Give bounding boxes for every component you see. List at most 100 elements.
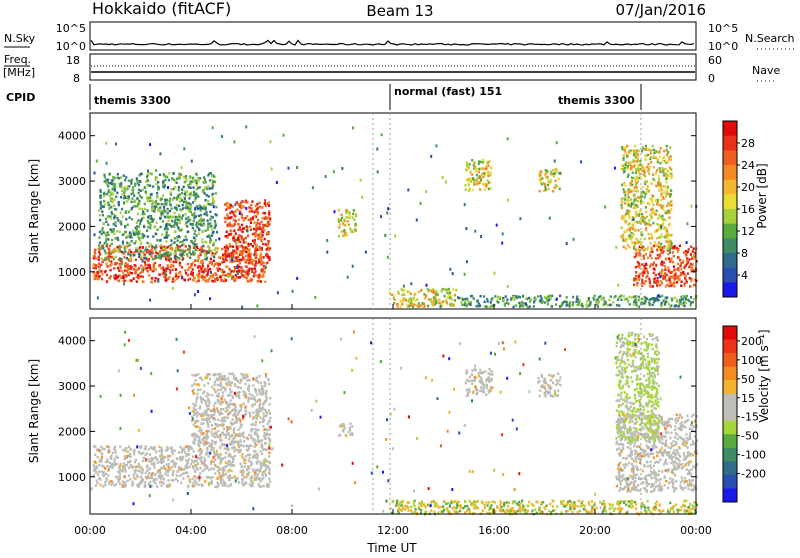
power-cell [594, 295, 596, 298]
power-cell [107, 224, 109, 227]
power-cell [101, 257, 103, 260]
velocity-cell [261, 453, 263, 456]
power-cell [680, 285, 682, 288]
power-cell [346, 216, 348, 219]
velocity-cell [128, 474, 130, 477]
cpid-segment-3: themis 3300 [558, 94, 635, 107]
power-cell [99, 242, 101, 245]
velocity-cell [245, 459, 247, 462]
power-cell [650, 233, 652, 236]
velocity-cell [259, 407, 261, 410]
power-cell [256, 253, 258, 256]
power-cell [553, 175, 555, 178]
power-cell [565, 300, 567, 303]
power-cell [115, 196, 117, 199]
power-cell [150, 172, 152, 175]
power-cell [259, 228, 261, 231]
power-cell [655, 185, 657, 188]
power-cell [107, 201, 109, 204]
power-cell [192, 251, 194, 254]
power-cell [172, 269, 174, 272]
velocity-cell [228, 433, 230, 436]
power-cell [225, 208, 227, 211]
velocity-cell [242, 478, 244, 481]
power-cell [123, 174, 125, 177]
velocity-cell [213, 468, 215, 471]
velocity-cell [200, 460, 202, 463]
power-cell [176, 178, 178, 181]
freq-panel: Freq. [MHz] 18 8 60 0 Nave [3, 53, 780, 85]
power-cell [621, 184, 623, 187]
power-cell [544, 296, 546, 299]
power-cell [686, 222, 688, 225]
velocity-cell [146, 477, 148, 480]
power-cell [178, 186, 180, 189]
power-cell [191, 160, 193, 163]
power-cell [642, 220, 644, 223]
power-cell [172, 287, 174, 290]
power-cell [204, 179, 206, 182]
power-cell [418, 305, 420, 308]
velocity-cell [228, 464, 230, 467]
power-cell [185, 272, 187, 275]
velocity-cell [179, 475, 181, 478]
power-cell [229, 222, 231, 225]
velocity-cell [224, 482, 226, 485]
power-cell [184, 197, 186, 200]
velocity-cell [248, 447, 250, 450]
power-cell [263, 265, 265, 268]
velocity-cell [251, 462, 253, 465]
power-cell [476, 300, 478, 303]
power-cell [211, 234, 213, 237]
velocity-cell [185, 465, 187, 468]
velocity-cell [237, 413, 239, 416]
velocity-cell [222, 484, 224, 487]
velocity-cell [192, 455, 194, 458]
power-cell [123, 280, 125, 283]
power-cell [155, 203, 157, 206]
power-cell [196, 234, 198, 237]
power-cell [670, 244, 672, 247]
velocity-cell [202, 470, 204, 473]
velocity-cell [255, 476, 257, 479]
power-cell [659, 156, 661, 159]
velocity-cell [211, 386, 213, 389]
nave-label: Nave [752, 64, 780, 77]
power-cell [254, 221, 256, 224]
velocity-cell [232, 409, 234, 412]
velocity-cell [221, 413, 223, 416]
power-cell [636, 242, 638, 245]
power-cell [586, 300, 588, 303]
power-cell [117, 173, 119, 176]
colorbar-tick-label: 28 [741, 137, 755, 150]
power-cell [360, 179, 362, 182]
power-cell [638, 222, 640, 225]
velocity-cell [225, 382, 227, 385]
power-cell [485, 185, 487, 188]
velocity-cell [225, 416, 227, 419]
power-cell [489, 160, 491, 163]
velocity-cell [190, 463, 192, 466]
velocity-cell [217, 419, 219, 422]
power-cell [690, 296, 692, 299]
power-cell [175, 273, 177, 276]
power-cell [649, 251, 651, 254]
power-cell [479, 188, 481, 191]
power-cell [631, 296, 633, 299]
power-cell [110, 229, 112, 232]
power-cell [609, 304, 611, 307]
power-cell [269, 217, 271, 220]
power-cell [465, 227, 467, 230]
power-cell [510, 298, 512, 301]
velocity-cell [212, 374, 214, 377]
power-cell [214, 213, 216, 216]
velocity-cell [238, 386, 240, 389]
power-cell [257, 228, 259, 231]
power-cell [110, 206, 112, 209]
power-cell [235, 250, 237, 253]
power-cell [124, 251, 126, 254]
power-cell [258, 234, 260, 237]
power-cell [94, 251, 96, 254]
power-cell [117, 177, 119, 180]
